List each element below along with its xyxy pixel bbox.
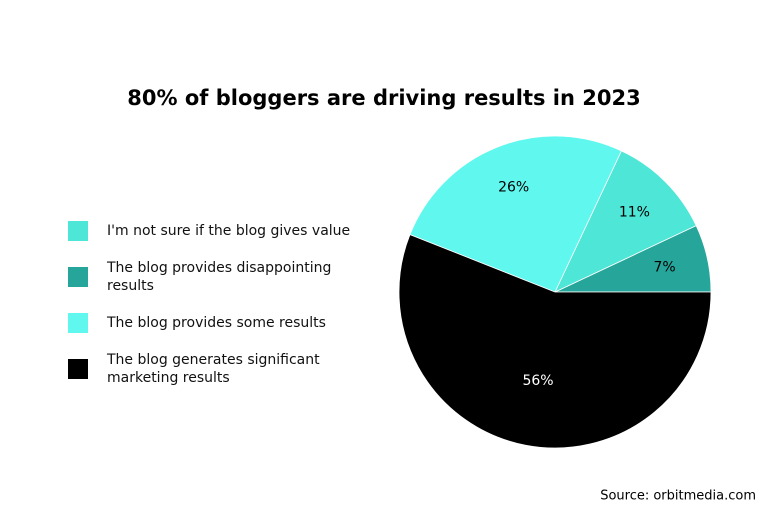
legend-label: The blog generates significant marketing … <box>106 352 320 386</box>
legend-swatch <box>68 267 88 287</box>
legend-label: I'm not sure if the blog gives value <box>107 223 350 239</box>
pie-slice <box>398 234 712 449</box>
pie-slice <box>409 135 622 293</box>
pie-slice <box>554 150 697 293</box>
legend-label: The blog provides disappointing results <box>106 260 331 294</box>
legend-swatch <box>68 221 88 241</box>
legend-label: The blog provides some results <box>106 315 326 331</box>
value-label: 26% <box>498 180 529 196</box>
legend-swatch <box>68 313 88 333</box>
source: Source: orbitmedia.com <box>600 489 756 504</box>
value-label: 11% <box>619 205 650 221</box>
value-label: 7% <box>654 259 676 275</box>
legend-swatch <box>68 359 88 379</box>
chart-title: 80% of bloggers are driving results in 2… <box>127 86 640 110</box>
value-label: 56% <box>522 373 553 389</box>
